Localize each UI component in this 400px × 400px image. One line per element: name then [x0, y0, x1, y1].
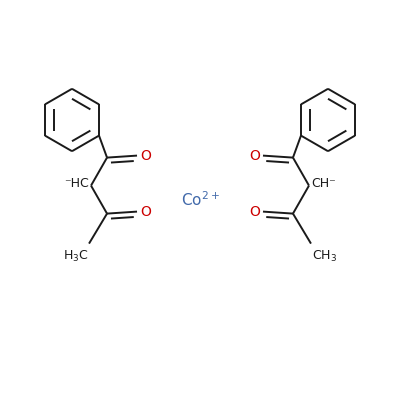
Text: CH$_3$: CH$_3$: [312, 248, 337, 264]
Text: O: O: [140, 205, 151, 219]
Text: O: O: [140, 149, 151, 163]
Text: H$_3$C: H$_3$C: [63, 248, 88, 264]
Text: ⁻HC: ⁻HC: [64, 177, 89, 190]
Text: O: O: [249, 205, 260, 219]
Text: Co$^{2+}$: Co$^{2+}$: [181, 191, 219, 209]
Text: CH⁻: CH⁻: [311, 177, 336, 190]
Text: O: O: [249, 149, 260, 163]
